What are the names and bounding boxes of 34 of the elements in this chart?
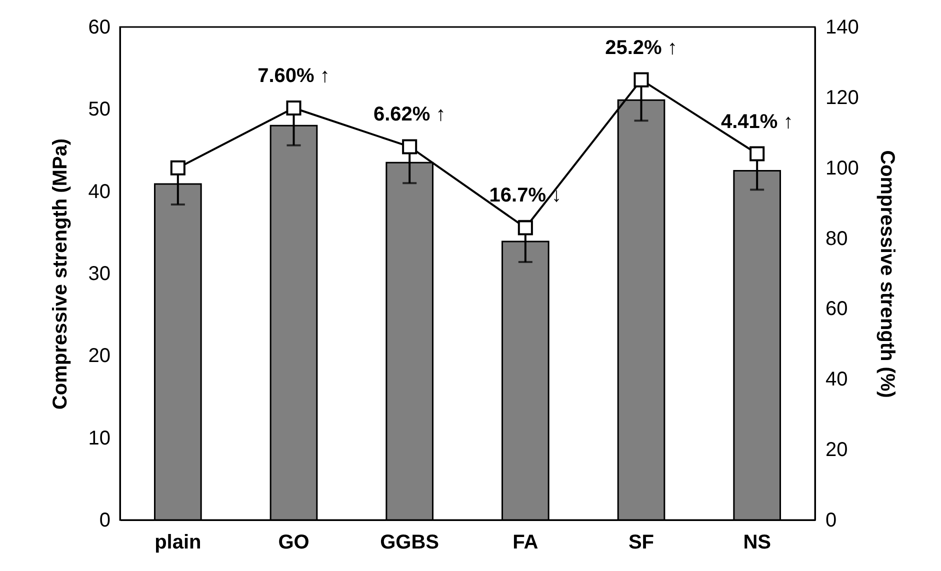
y2-tick-label: 80 <box>826 228 848 250</box>
y2-tick-label: 0 <box>826 510 837 532</box>
annotation: 25.2% ↑ <box>605 36 678 59</box>
y-tick-label: 0 <box>99 510 110 532</box>
y2-tick-label: 20 <box>826 439 848 462</box>
x-tick-label: GO <box>278 532 310 554</box>
annotation: 7.60% ↑ <box>258 64 330 87</box>
y-tick-label: 20 <box>88 345 110 368</box>
point <box>286 100 302 116</box>
x-tick-label: NS <box>743 532 771 554</box>
point <box>750 146 765 162</box>
x-tick-label: FA <box>512 532 538 554</box>
y-tick-label: 60 <box>88 16 110 38</box>
y2-tick-label: 120 <box>826 86 859 109</box>
annotation: 4.41% ↑ <box>720 110 794 133</box>
y2-tick-label: 40 <box>826 368 848 391</box>
y-tick-label: 40 <box>88 180 110 203</box>
point <box>402 139 418 154</box>
y2-tick-label: 100 <box>826 157 859 180</box>
y-axis-title: Compressive strength (MPa) <box>49 138 72 410</box>
y2-axis-title: Compressive strength (%) <box>876 150 898 398</box>
x-tick-label: plain <box>154 532 202 554</box>
point <box>170 160 186 176</box>
annotation: 16.7% ↓ <box>489 184 562 207</box>
x-tick-label: SF <box>628 532 654 554</box>
y2-tick-label: 140 <box>826 16 859 38</box>
point <box>518 220 533 236</box>
y-tick-label: 30 <box>88 263 110 285</box>
annotation: 6.62% ↑ <box>373 104 446 126</box>
point <box>634 72 649 88</box>
y2-tick-label: 60 <box>826 298 848 320</box>
y-tick-label: 10 <box>88 427 110 450</box>
y-tick-label: 50 <box>88 98 110 121</box>
x-tick-label: GGBS <box>380 532 440 554</box>
